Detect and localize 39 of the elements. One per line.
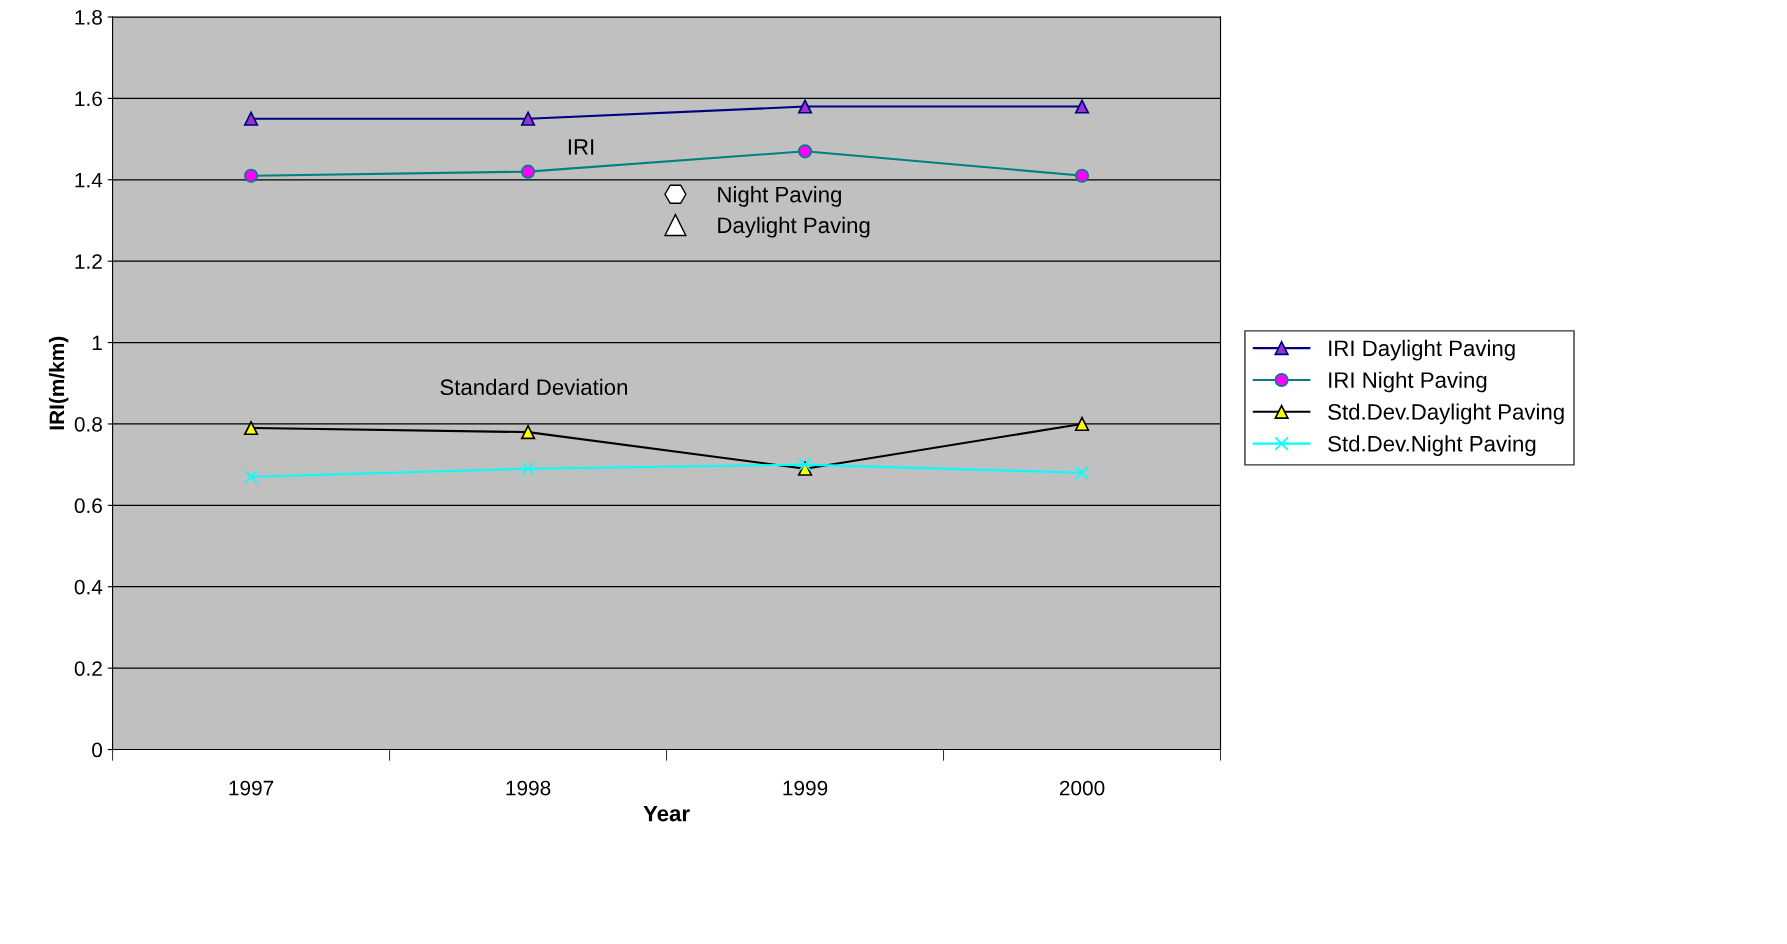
y-tick-label: 0.8 — [74, 416, 102, 432]
x-tick-label: 1997 — [229, 780, 274, 796]
y-tick-label: 1 — [92, 335, 102, 351]
y-tick-label: 1.4 — [75, 173, 103, 188]
point — [520, 461, 536, 476]
annotation: Standard Deviation — [440, 378, 627, 396]
y-tick-label: 1.6 — [75, 91, 102, 107]
y-tick-label: 0 — [92, 742, 103, 758]
legend-label: IRI Daylight Paving — [1329, 339, 1515, 361]
point — [520, 425, 536, 440]
annotation: Daylight Paving — [718, 216, 870, 238]
point — [243, 168, 259, 183]
legend-label: Std.Dev.Night Paving — [1328, 435, 1536, 457]
point — [1074, 416, 1090, 432]
y-tick-label: 1.8 — [75, 9, 102, 25]
point — [1074, 99, 1090, 114]
y-tick-label: 0.2 — [74, 661, 102, 676]
point — [1074, 465, 1090, 480]
x-tick-label: 1999 — [783, 780, 828, 796]
point — [1074, 168, 1090, 183]
x-tick-label: 1998 — [506, 780, 551, 796]
legend-label: IRI Night Paving — [1329, 371, 1487, 393]
y-tick-label: 0.4 — [74, 579, 103, 595]
point — [243, 111, 259, 126]
y-axis-title: IRI(m/km) — [48, 336, 69, 430]
annotation: IRI — [568, 139, 594, 155]
point — [797, 99, 813, 114]
point — [520, 111, 536, 126]
point — [797, 144, 813, 159]
point — [243, 469, 259, 484]
x-axis-title: Year — [643, 805, 690, 822]
point — [520, 164, 536, 179]
point — [797, 457, 813, 472]
point — [243, 420, 259, 436]
y-tick-label: 1.2 — [75, 254, 102, 269]
y-tick-label: 0.6 — [74, 498, 102, 514]
legend-label: Std.Dev.Daylight Paving — [1328, 403, 1564, 425]
x-tick-label: 2000 — [1059, 780, 1105, 796]
annotation: Night Paving — [718, 186, 841, 207]
